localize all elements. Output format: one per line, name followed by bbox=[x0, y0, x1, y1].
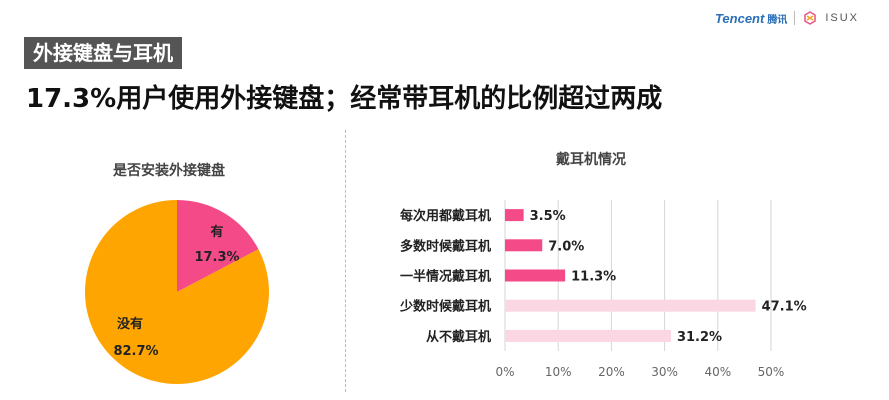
category-label: 每次用都戴耳机 bbox=[400, 208, 491, 224]
pie-slice-label: 有 bbox=[210, 224, 223, 240]
brand-bar: Tencent 腾讯 ISUX bbox=[715, 8, 859, 28]
bar-4 bbox=[505, 299, 756, 312]
pie-slice-1 bbox=[177, 200, 259, 292]
page-headline: 17.3%用户使用外接键盘；经常带耳机的比例超过两成 bbox=[26, 84, 663, 114]
brand-divider bbox=[794, 11, 796, 25]
bar-1 bbox=[505, 209, 524, 222]
bar-value-label: 31.2% bbox=[677, 330, 722, 345]
pie-slice-label: 没有 bbox=[117, 316, 143, 332]
pie-slice-value: 17.3% bbox=[194, 250, 239, 265]
bar-5 bbox=[505, 329, 671, 342]
category-label: 多数时候戴耳机 bbox=[400, 238, 491, 254]
x-tick-label: 50% bbox=[758, 365, 785, 379]
bar-value-label: 11.3% bbox=[571, 270, 616, 285]
x-tick-label: 30% bbox=[651, 365, 678, 379]
chart-divider bbox=[345, 130, 346, 392]
pie-chart-title: 是否安装外接键盘 bbox=[113, 163, 225, 179]
bar-value-label: 3.5% bbox=[530, 209, 566, 224]
category-label: 从不戴耳机 bbox=[426, 329, 491, 345]
category-label: 少数时候戴耳机 bbox=[399, 299, 491, 315]
x-tick-label: 0% bbox=[495, 365, 514, 379]
bar-value-label: 7.0% bbox=[548, 239, 584, 254]
category-label: 一半情况戴耳机 bbox=[400, 269, 491, 285]
x-tick-label: 40% bbox=[704, 365, 731, 379]
x-tick-label: 20% bbox=[598, 365, 625, 379]
pie-slice-2 bbox=[84, 199, 269, 384]
isux-logo-text: ISUX bbox=[825, 12, 859, 24]
bar-2 bbox=[505, 239, 543, 252]
bar-chart-title: 戴耳机情况 bbox=[556, 152, 626, 168]
bar-3 bbox=[505, 269, 566, 282]
x-tick-label: 10% bbox=[545, 365, 572, 379]
tencent-logo: Tencent bbox=[714, 10, 765, 26]
tencent-logo-cn: 腾讯 bbox=[767, 14, 788, 26]
isux-logo-icon bbox=[804, 11, 817, 25]
pie-slice-value: 82.7% bbox=[113, 344, 158, 359]
section-tag: 外接键盘与耳机 bbox=[24, 37, 182, 69]
bar-value-label: 47.1% bbox=[762, 300, 807, 315]
